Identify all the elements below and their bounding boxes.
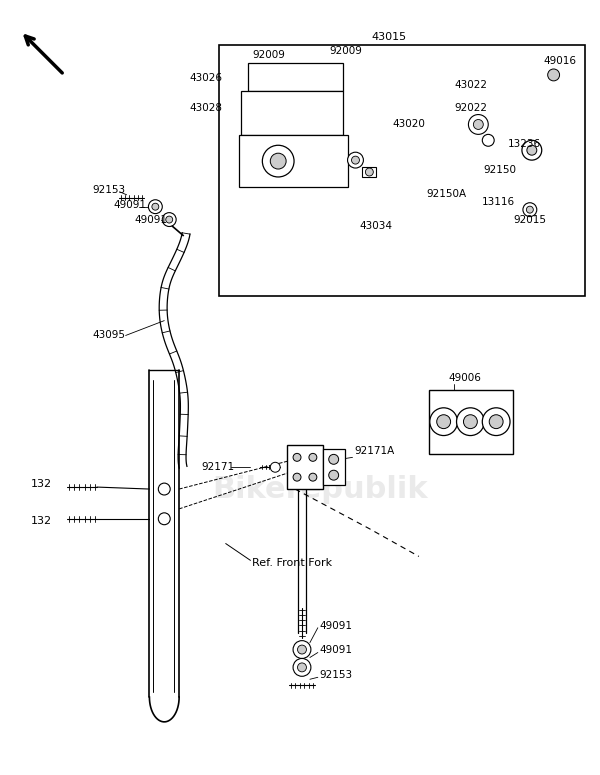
Circle shape <box>548 69 560 81</box>
Circle shape <box>293 453 301 461</box>
Circle shape <box>473 119 483 129</box>
Text: 92015: 92015 <box>513 215 546 225</box>
Text: Ref. Front Fork: Ref. Front Fork <box>253 558 332 568</box>
Circle shape <box>463 415 478 429</box>
Circle shape <box>527 145 537 155</box>
Bar <box>219 45 586 296</box>
Bar <box>239 136 347 187</box>
Circle shape <box>329 454 338 464</box>
Circle shape <box>352 156 359 164</box>
Circle shape <box>469 115 488 134</box>
Circle shape <box>270 153 286 169</box>
Text: 43034: 43034 <box>359 221 392 230</box>
Circle shape <box>158 483 170 495</box>
Circle shape <box>365 168 373 176</box>
Bar <box>362 167 376 177</box>
Bar <box>287 446 323 489</box>
Circle shape <box>482 408 510 436</box>
Circle shape <box>293 474 301 481</box>
Text: 43026: 43026 <box>190 73 223 83</box>
Circle shape <box>152 203 159 210</box>
Text: 132: 132 <box>31 515 52 525</box>
Circle shape <box>437 415 451 429</box>
Text: 49091: 49091 <box>320 621 353 631</box>
Circle shape <box>298 663 307 672</box>
Text: 92153: 92153 <box>320 670 353 680</box>
Circle shape <box>489 415 503 429</box>
Text: 92009: 92009 <box>330 46 362 56</box>
Circle shape <box>293 641 311 659</box>
Circle shape <box>293 659 311 677</box>
Text: 49091: 49091 <box>114 200 147 210</box>
Circle shape <box>166 216 173 223</box>
Circle shape <box>298 645 307 654</box>
Text: 43015: 43015 <box>371 33 407 43</box>
Text: 92150A: 92150A <box>427 189 467 199</box>
Text: 92009: 92009 <box>253 50 286 60</box>
Circle shape <box>482 134 494 146</box>
Circle shape <box>309 453 317 461</box>
Text: 49091: 49091 <box>134 215 167 225</box>
Text: 92171: 92171 <box>201 462 234 472</box>
Text: 92022: 92022 <box>455 102 488 112</box>
Text: 49091: 49091 <box>320 645 353 655</box>
Circle shape <box>262 145 294 177</box>
Circle shape <box>158 513 170 525</box>
Text: 49006: 49006 <box>449 373 481 383</box>
Circle shape <box>522 140 542 160</box>
Circle shape <box>329 470 338 480</box>
Text: 92171A: 92171A <box>355 446 395 456</box>
Bar <box>248 63 343 91</box>
Text: 43095: 43095 <box>92 330 125 340</box>
Circle shape <box>162 212 176 226</box>
Circle shape <box>430 408 458 436</box>
Bar <box>429 390 513 454</box>
Text: Bikerepublik: Bikerepublik <box>212 474 428 504</box>
Text: 92153: 92153 <box>92 185 125 195</box>
Text: 43022: 43022 <box>455 80 488 90</box>
Circle shape <box>309 474 317 481</box>
Circle shape <box>270 463 280 472</box>
Bar <box>241 91 343 136</box>
Text: 92150: 92150 <box>483 165 516 175</box>
Circle shape <box>457 408 484 436</box>
Circle shape <box>526 206 533 213</box>
Text: 132: 132 <box>31 479 52 489</box>
Text: 13116: 13116 <box>482 197 515 207</box>
Text: 43020: 43020 <box>392 119 425 129</box>
Text: 43028: 43028 <box>190 102 223 112</box>
Circle shape <box>347 152 364 168</box>
Text: 49016: 49016 <box>544 56 577 66</box>
Circle shape <box>523 203 537 216</box>
Bar <box>323 449 344 485</box>
Circle shape <box>148 200 162 214</box>
Text: 13236: 13236 <box>508 140 541 150</box>
